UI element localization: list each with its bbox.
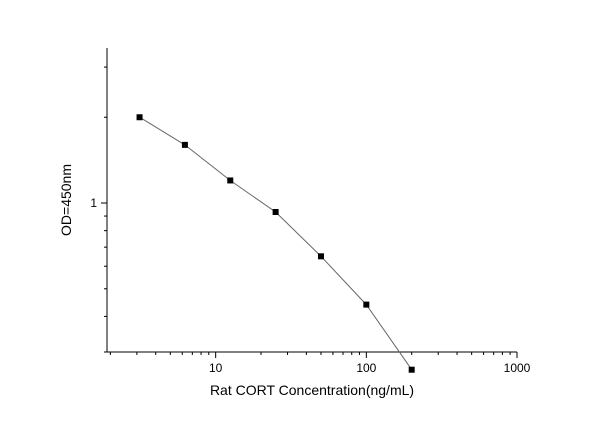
axes: 10 100 1000 1 bbox=[90, 48, 531, 375]
data-point bbox=[272, 208, 279, 215]
y-ticks: 1 bbox=[90, 66, 107, 353]
x-ticks: 10 100 1000 bbox=[109, 352, 531, 375]
data-point bbox=[363, 301, 370, 308]
x-tick-label: 10 bbox=[209, 361, 223, 375]
y-tick-label: 1 bbox=[90, 196, 97, 210]
x-axis-label: Rat CORT Concentration(ng/mL) bbox=[210, 382, 414, 398]
data-point bbox=[408, 366, 415, 373]
x-tick-label: 1000 bbox=[504, 361, 531, 375]
data-point bbox=[181, 141, 188, 148]
data-point bbox=[317, 253, 324, 260]
x-tick-label: 100 bbox=[356, 361, 376, 375]
series-line bbox=[139, 116, 413, 370]
data-point bbox=[136, 114, 143, 121]
series-group bbox=[136, 114, 415, 373]
data-point bbox=[227, 177, 234, 184]
y-axis-label: OD=450nm bbox=[58, 164, 74, 236]
